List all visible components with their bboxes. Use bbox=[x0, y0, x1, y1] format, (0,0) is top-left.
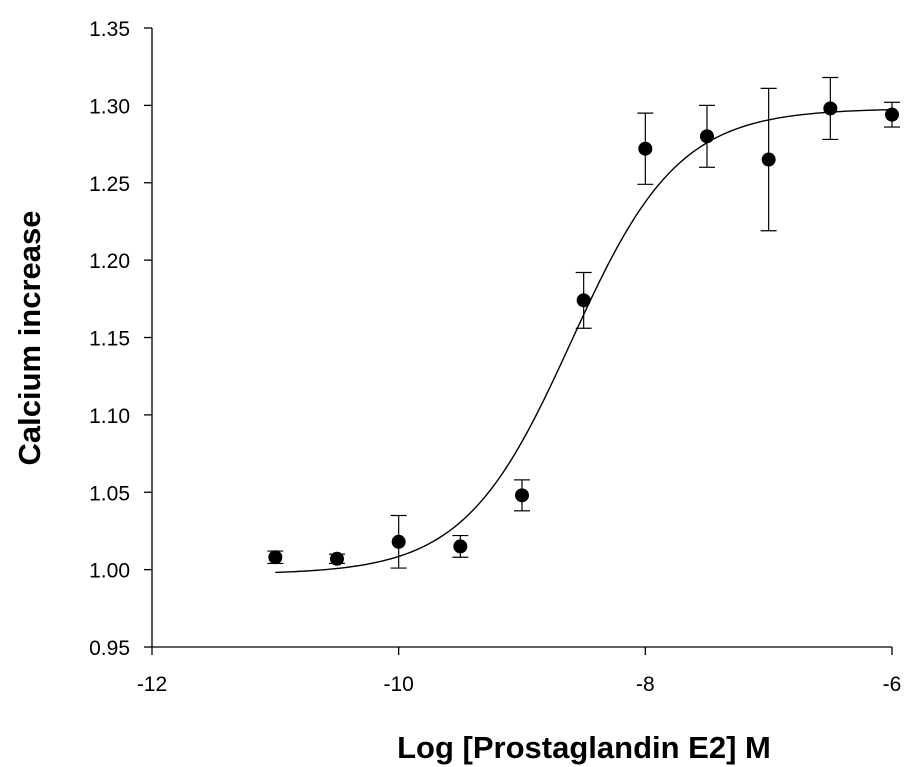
x-tick-label: -8 bbox=[636, 673, 655, 696]
y-tick-label: 0.95 bbox=[89, 637, 130, 660]
data-point bbox=[576, 293, 591, 308]
y-tick-label: 1.30 bbox=[89, 95, 130, 118]
data-point bbox=[453, 539, 468, 554]
x-axis-ticks: -12 -10 -8 -6 bbox=[137, 647, 902, 696]
y-tick-label: 1.00 bbox=[89, 560, 130, 583]
y-tick-label: 1.20 bbox=[89, 250, 130, 273]
data-point bbox=[761, 152, 776, 167]
data-point bbox=[638, 141, 653, 156]
y-tick-label: 1.10 bbox=[89, 405, 130, 428]
y-axis-ticks: 0.95 1.00 1.05 1.10 1.15 1.20 1.25 1.30 1.35 bbox=[89, 18, 152, 660]
y-axis-title: Calcium increase bbox=[12, 210, 47, 465]
data-point bbox=[515, 488, 529, 503]
x-tick-label: -12 bbox=[137, 673, 167, 696]
data-point bbox=[700, 129, 714, 144]
x-tick-label: -10 bbox=[383, 673, 413, 696]
data-point bbox=[330, 551, 344, 566]
y-tick-label: 1.05 bbox=[89, 482, 130, 505]
data-points bbox=[268, 101, 899, 566]
data-point bbox=[391, 534, 406, 549]
data-point bbox=[885, 107, 899, 122]
data-point bbox=[823, 101, 838, 116]
y-tick-label: 1.15 bbox=[89, 328, 130, 351]
y-tick-label: 1.35 bbox=[89, 18, 130, 41]
x-axis-title: Log [Prostaglandin E2] M bbox=[397, 730, 771, 765]
data-point bbox=[268, 550, 283, 565]
x-tick-label: -6 bbox=[883, 673, 902, 696]
y-tick-label: 1.25 bbox=[89, 173, 130, 196]
